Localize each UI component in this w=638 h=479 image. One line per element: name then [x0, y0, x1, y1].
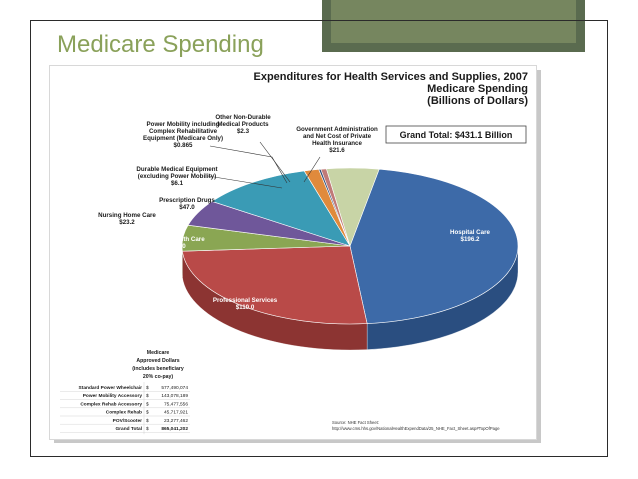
table-header-line-4: 20% co-pay) — [143, 374, 174, 380]
pie-label-0-line-1: $196.2 — [461, 236, 480, 243]
pie-labels: Hospital Care$196.2 Professional Services… — [98, 114, 490, 311]
pie-label-5-line-2: $6.1 — [171, 180, 184, 187]
grand-total-box — [385, 125, 527, 144]
pie-label-3-line-0: Nursing Home Care — [98, 212, 156, 219]
slide-title: Medicare Spending — [57, 31, 264, 58]
grand-total-label: Grand Total: $431.1 Billion — [400, 130, 513, 140]
table-row-amount: 45,717,921 — [164, 410, 188, 416]
slide-frame — [30, 20, 608, 457]
medicare-approved-table: Medicare Approved Dollars (includes bene… — [60, 350, 190, 435]
title-accent-inner — [331, 0, 576, 43]
pie-label-1-line-0: Professional Services — [213, 297, 278, 304]
chart-figure: Expenditures for Health Services and Sup… — [50, 66, 536, 439]
pie-label-6-line-1: Complex Rehabilitative — [149, 128, 218, 135]
figure-shadow-right — [536, 70, 541, 442]
table-row-currency: $ — [146, 393, 149, 399]
pie-label-4-line-0: Prescription Drugs — [159, 197, 215, 204]
pie-label-7-line-2: $2.3 — [237, 128, 250, 135]
chart-title: Expenditures for Health Services and Sup… — [254, 71, 529, 83]
table-row-label: Grand Total — [115, 426, 142, 432]
pie-label-7-line-1: Medical Products — [217, 121, 269, 128]
chart-subtitle-2: (Billions of Dollars) — [427, 95, 528, 107]
chart-subtitle-1: Medicare Spending — [427, 83, 528, 95]
table-row-amount: 577,490,074 — [161, 385, 188, 391]
table-row-currency: $ — [146, 401, 149, 407]
table-row-currency: $ — [146, 385, 149, 391]
pie-label-6-line-3: $0.865 — [174, 142, 193, 149]
pie-label-8-line-2: Health Insurance — [312, 140, 362, 147]
pie-label-4-line-1: $47.0 — [179, 204, 195, 211]
table-row-currency: $ — [146, 410, 149, 416]
pie-label-6-line-2: Equipment (Medicare Only) — [143, 135, 223, 142]
pie-leader-line-8 — [303, 156, 321, 183]
table-row-label: Standard Power Wheelchair — [79, 385, 143, 391]
pie-label-8-line-1: and Net Cost of Private — [303, 133, 372, 140]
table-row-label: Power Mobility Accessory — [83, 393, 143, 399]
pie-label-8-line-3: $21.6 — [329, 147, 345, 154]
figure-shadow-bottom — [54, 439, 541, 443]
pie-leader-line-7 — [259, 141, 291, 183]
pie-label-7-line-0: Other Non-Durable — [215, 114, 271, 121]
table-row-label: Complex Rehab Accessory — [80, 401, 142, 407]
pie-leader-line-6 — [209, 145, 288, 184]
pie-chart: Expenditures for Health Services and Sup… — [60, 71, 529, 435]
pie-label-5-line-0: Durable Medical Equipment — [136, 166, 217, 173]
table-row-amount: 143,078,189 — [161, 393, 188, 399]
source-line-2: http://www.cms.hhs.gov/NationalHealthExp… — [332, 426, 500, 431]
pie-label-2-line-0: Home Health Care — [151, 236, 205, 243]
pie-slice-1 — [182, 245, 368, 325]
pie-slices — [181, 167, 519, 351]
pie-slice-8 — [326, 167, 380, 247]
table-row-amount: 865,041,202 — [161, 426, 188, 432]
table-row-label: POV/Scooter — [113, 418, 142, 424]
source-line-1: Source: NHE Fact Sheet: — [332, 420, 379, 425]
pie-leader-line-5 — [207, 175, 283, 189]
table-row-amount: 75,477,556 — [164, 401, 188, 407]
table-row-label: Complex Rehab — [106, 410, 142, 416]
table-row-currency: $ — [146, 426, 149, 432]
pie-label-6-line-0: Power Mobility including — [147, 121, 220, 128]
table-rows: Standard Power Wheelchair $577,490,074Pow… — [60, 382, 190, 435]
pie-label-8-line-0: Government Administration — [296, 126, 378, 133]
table-header-line-2: Approved Dollars — [136, 358, 179, 364]
pie-label-5-line-1: (excluding Power Mobility) — [138, 173, 216, 180]
table-row-amount: 23,277,462 — [164, 418, 188, 424]
table-header-line-3: (includes beneficiary — [132, 366, 184, 372]
source-note: Source: NHE Fact Sheet: http://www.cms.h… — [332, 420, 500, 431]
pie-label-1-line-1: $110.0 — [236, 304, 255, 311]
pie-label-0-line-0: Hospital Care — [450, 229, 490, 236]
pie-slice-0 — [349, 168, 519, 324]
pie-label-2-line-1: $23.0 — [170, 243, 186, 250]
table-row-currency: $ — [146, 418, 149, 424]
table-header-line-1: Medicare — [147, 350, 170, 356]
pie-label-3-line-1: $23.2 — [119, 219, 135, 226]
